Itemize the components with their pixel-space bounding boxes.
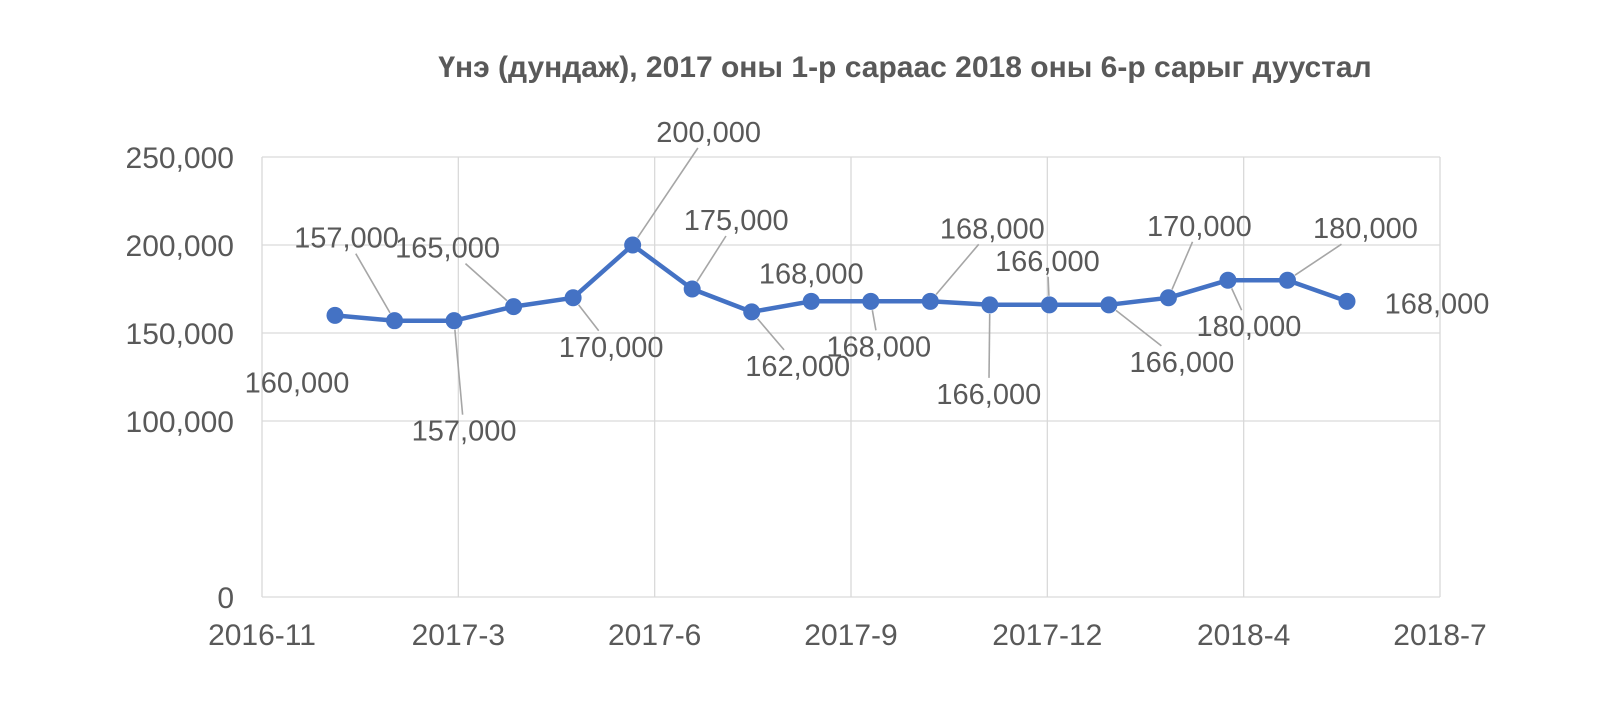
- leader-line: [1047, 276, 1050, 296]
- leader-line: [756, 318, 785, 351]
- series: [326, 236, 1356, 330]
- chart-title: Үнэ (дундаж), 2017 оны 1-р сараас 2018 о…: [438, 51, 1371, 84]
- data-label: 200,000: [656, 117, 761, 149]
- leader-line: [1171, 241, 1194, 290]
- y-tick-label: 100,000: [126, 406, 234, 439]
- y-tick-label: 250,000: [126, 142, 234, 175]
- leader-line: [1294, 243, 1342, 276]
- y-tick-label: 200,000: [126, 230, 234, 263]
- x-axis-ticks: 2016-11 2017-3 2017-6 2017-9 2017-12 2018-4 20…: [208, 619, 1487, 652]
- leader-line: [454, 329, 464, 415]
- data-label: 157,000: [412, 416, 517, 448]
- data-point: [683, 280, 701, 298]
- data-point: [862, 292, 880, 310]
- data-label: 160,000: [245, 367, 350, 399]
- leader-line: [871, 310, 877, 331]
- data-label-leaders: [355, 147, 1342, 415]
- data-label: 170,000: [559, 332, 664, 364]
- y-axis-ticks: 0 100,000 150,000 200,000 250,000: [126, 142, 234, 615]
- data-point: [564, 289, 582, 307]
- data-point: [445, 312, 463, 330]
- y-tick-label: 0: [217, 582, 234, 615]
- data-point: [981, 296, 999, 314]
- x-tick-label: 2017-6: [608, 619, 701, 652]
- leader-line: [355, 253, 391, 314]
- data-label: 175,000: [684, 205, 789, 237]
- leader-line: [464, 263, 508, 302]
- data-label: 168,000: [759, 258, 864, 290]
- data-label: 180,000: [1313, 213, 1418, 245]
- data-label: 170,000: [1147, 211, 1252, 243]
- x-tick-label: 2017-9: [804, 619, 897, 652]
- data-label: 162,000: [745, 351, 850, 383]
- x-tick-label: 2017-3: [412, 619, 505, 652]
- leader-line: [988, 313, 991, 378]
- data-point: [1219, 271, 1237, 289]
- data-point: [1100, 296, 1118, 314]
- data-label: 157,000: [294, 223, 399, 255]
- data-point: [326, 306, 344, 324]
- data-label: 168,000: [940, 213, 1045, 245]
- leader-line: [637, 147, 699, 238]
- leader-line: [1230, 288, 1243, 311]
- data-point: [1338, 292, 1356, 310]
- data-point: [624, 236, 642, 254]
- leader-line: [578, 304, 600, 332]
- data-label: 168,000: [1385, 288, 1490, 320]
- data-point: [505, 298, 523, 316]
- data-label: 166,000: [1129, 347, 1234, 379]
- data-labels: 160,000157,000157,000165,000170,000200,0…: [245, 117, 1490, 448]
- y-tick-label: 150,000: [126, 318, 234, 351]
- data-label: 166,000: [936, 379, 1041, 411]
- data-point: [1159, 289, 1177, 307]
- data-point: [921, 292, 939, 310]
- data-point: [802, 292, 820, 310]
- leader-line: [1115, 309, 1162, 347]
- x-tick-label: 2018-7: [1393, 619, 1486, 652]
- data-label: 166,000: [995, 246, 1100, 278]
- data-point: [743, 303, 761, 321]
- leader-line: [935, 243, 980, 295]
- x-tick-label: 2016-11: [208, 619, 316, 652]
- grid: [261, 156, 1441, 598]
- data-label: 168,000: [826, 331, 931, 363]
- data-label: 165,000: [395, 233, 500, 265]
- x-tick-label: 2017-12: [992, 619, 1102, 652]
- x-tick-label: 2018-4: [1197, 619, 1290, 652]
- series-line: [332, 242, 1350, 323]
- data-label: 180,000: [1197, 311, 1302, 343]
- data-point: [1040, 296, 1058, 314]
- leader-line: [696, 235, 727, 282]
- data-point: [1278, 271, 1296, 289]
- data-point: [386, 312, 404, 330]
